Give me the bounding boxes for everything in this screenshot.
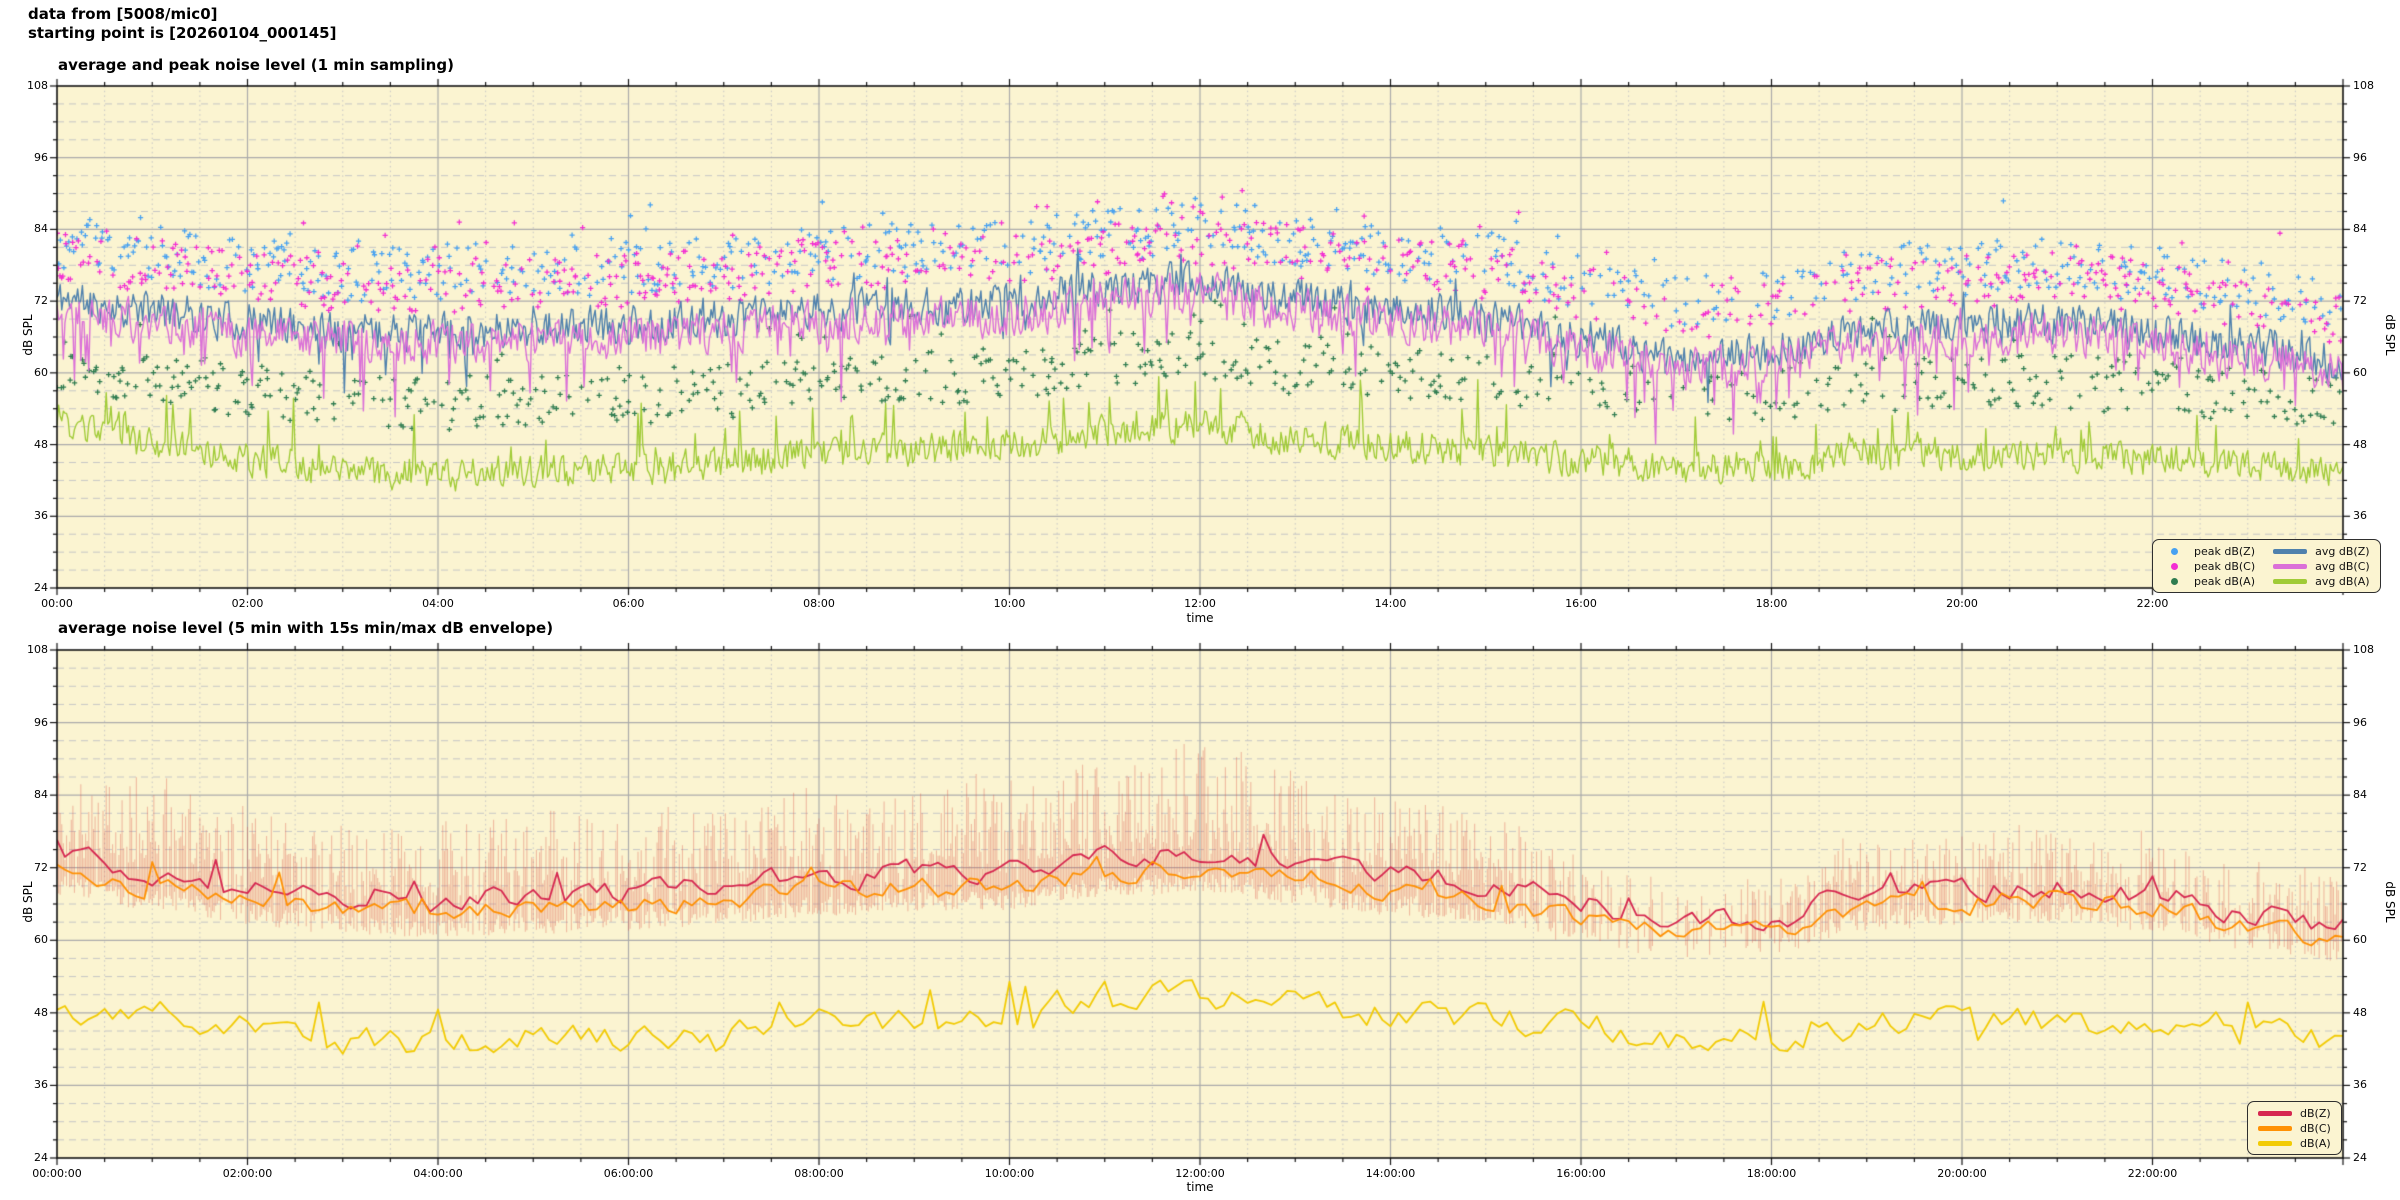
legend-label: peak dB(C) — [2194, 559, 2256, 573]
x-tick-label: 10:00 — [993, 597, 1026, 610]
legend-entry: avg dB(A) — [2273, 574, 2370, 588]
header-line-1: data from [5008/mic0] — [28, 5, 218, 23]
legend-dot-swatch — [2171, 562, 2178, 570]
legend-label: dB(A) — [2300, 1136, 2331, 1150]
y-tick-label-left: 48 — [34, 1005, 48, 1019]
x-tick-label: 12:00 — [1184, 597, 1216, 610]
legend-entry: dB(Z) — [2258, 1106, 2331, 1120]
y-tick-label-left: 84 — [34, 222, 48, 236]
legend-column: dB(Z) dB(C) dB(A) — [2258, 1106, 2331, 1150]
y-tick-label-right: 48 — [2353, 1005, 2367, 1019]
x-tick-label: 18:00:00 — [1746, 1167, 1797, 1180]
x-tick-label: 04:00 — [422, 597, 454, 610]
x-tick-label: 20:00:00 — [1937, 1167, 1987, 1180]
legend-line-swatch — [2273, 563, 2308, 569]
y-tick-label-left: 96 — [34, 150, 48, 164]
x-tick-label: 18:00 — [1755, 597, 1788, 610]
y-tick-label-left: 24 — [34, 1151, 48, 1164]
legend-label: peak dB(A) — [2194, 574, 2255, 588]
bottom-chart-xlabel: time — [1186, 1180, 1214, 1194]
legend-dot-swatch — [2171, 547, 2178, 555]
y-tick-label-right: 84 — [2353, 788, 2367, 802]
y-tick-label-left: 36 — [34, 1078, 48, 1092]
legend-entry: avg dB(Z) — [2273, 544, 2370, 558]
x-tick-label: 12:00:00 — [1175, 1167, 1225, 1180]
legend-label: dB(Z) — [2300, 1106, 2331, 1120]
bottom-chart-canvas — [41, 634, 2359, 1174]
legend-column: avg dB(Z) avg dB(C) avg dB(A) — [2273, 544, 2370, 588]
y-tick-label-left: 108 — [27, 643, 48, 656]
y-tick-label-right: 96 — [2353, 150, 2367, 164]
legend-label: avg dB(C) — [2315, 559, 2370, 573]
legend-label: dB(C) — [2300, 1121, 2331, 1135]
y-tick-label-left: 72 — [34, 294, 48, 308]
x-tick-label: 14:00:00 — [1365, 1167, 1416, 1180]
y-tick-label-right: 72 — [2353, 294, 2367, 308]
y-tick-label-right: 36 — [2353, 1078, 2367, 1092]
legend-line-swatch — [2258, 1125, 2292, 1131]
legend-line-swatch — [2258, 1140, 2292, 1146]
legend-entry: dB(C) — [2258, 1121, 2331, 1135]
y-tick-label-right: 60 — [2353, 933, 2367, 947]
y-tick-label-left: 36 — [34, 509, 48, 523]
y-tick-label-left: 60 — [34, 933, 48, 947]
x-tick-label: 06:00 — [612, 597, 645, 610]
legend-line-swatch — [2273, 548, 2308, 554]
x-tick-label: 08:00 — [803, 597, 835, 610]
x-tick-label: 22:00:00 — [2127, 1167, 2178, 1180]
legend-label: avg dB(Z) — [2315, 544, 2370, 558]
x-tick-label: 08:00:00 — [794, 1167, 844, 1180]
y-tick-label-right: 24 — [2353, 1151, 2367, 1164]
bottom-chart-title: average noise level (5 min with 15s min/… — [58, 619, 554, 637]
legend-label: avg dB(A) — [2315, 574, 2370, 588]
x-tick-label: 20:00 — [1946, 597, 1978, 610]
header-line-2: starting point is [20260104_000145] — [28, 24, 337, 42]
y-tick-label-right: 60 — [2353, 365, 2367, 379]
top-chart-xlabel: time — [1186, 611, 1214, 625]
x-tick-label: 16:00:00 — [1556, 1167, 1606, 1180]
legend-entry: peak dB(C) — [2163, 559, 2255, 573]
x-tick-label: 00:00 — [41, 597, 73, 610]
legend-line-swatch — [2273, 578, 2308, 584]
y-tick-label-left: 60 — [34, 365, 48, 379]
x-tick-label: 04:00:00 — [413, 1167, 463, 1180]
y-tick-label-left: 96 — [34, 715, 48, 729]
y-tick-label-right: 72 — [2353, 860, 2367, 874]
y-tick-label-right: 48 — [2353, 437, 2367, 451]
legend-dot-swatch — [2171, 577, 2178, 585]
x-tick-label: 10:00:00 — [984, 1167, 1035, 1180]
y-tick-label-left: 72 — [34, 860, 48, 874]
legend-entry: avg dB(C) — [2273, 559, 2370, 573]
x-tick-label: 14:00 — [1374, 597, 1407, 610]
legend-line-swatch — [2258, 1110, 2292, 1116]
y-tick-label-right: 96 — [2353, 715, 2367, 729]
top-chart-legend: peak dB(Z) peak dB(C) peak dB(A) avg dB(Z) a… — [2152, 539, 2381, 593]
y-tick-label-left: 108 — [27, 79, 48, 92]
legend-entry: dB(A) — [2258, 1136, 2331, 1150]
legend-entry: peak dB(Z) — [2163, 544, 2255, 558]
x-tick-label: 02:00 — [231, 597, 264, 610]
y-tick-label-right: 84 — [2353, 222, 2367, 236]
legend-column: peak dB(Z) peak dB(C) peak dB(A) — [2163, 544, 2255, 588]
x-tick-label: 22:00 — [2136, 597, 2169, 610]
y-tick-label-right: 108 — [2353, 79, 2374, 92]
y-tick-label-left: 24 — [34, 581, 48, 594]
legend-entry: peak dB(A) — [2163, 574, 2255, 588]
y-tick-label-right: 108 — [2353, 643, 2374, 656]
y-tick-label-left: 84 — [34, 788, 48, 802]
y-tick-label-right: 36 — [2353, 509, 2367, 523]
x-tick-label: 02:00:00 — [222, 1167, 273, 1180]
x-tick-label: 06:00:00 — [603, 1167, 654, 1180]
legend-label: peak dB(Z) — [2194, 544, 2256, 558]
top-chart-title: average and peak noise level (1 min samp… — [58, 56, 454, 74]
y-tick-label-left: 48 — [34, 437, 48, 451]
bottom-chart-legend: dB(Z) dB(C) dB(A) — [2247, 1101, 2342, 1155]
top-chart-canvas — [41, 70, 2359, 604]
x-tick-label: 00:00:00 — [32, 1167, 82, 1180]
x-tick-label: 16:00 — [1565, 597, 1597, 610]
